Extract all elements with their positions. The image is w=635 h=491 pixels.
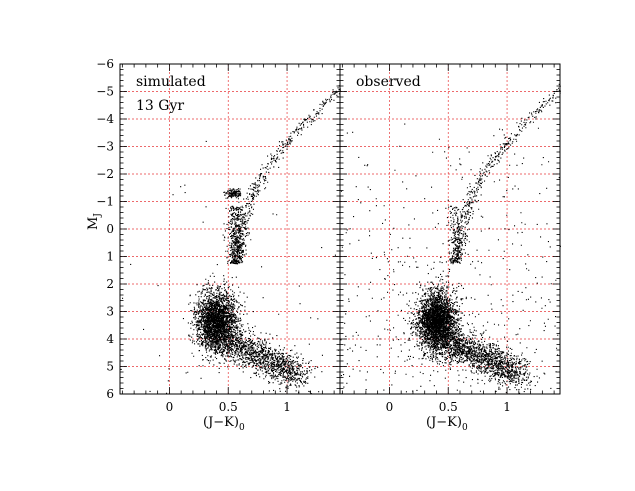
- x-tick-label: 0.5: [439, 400, 458, 414]
- observed-panel: observed: [339, 63, 561, 395]
- y-tick-label: −2: [96, 167, 114, 181]
- grid-right: [340, 64, 560, 394]
- y-tick-labels: −6 −5 −4 −3 −2 −1 0 1 2 3 4 5 6: [96, 57, 114, 401]
- star-points: [120, 85, 341, 395]
- panel-label-simulated: simulated: [136, 74, 206, 90]
- x-tick-labels-right: 0 0.5 1: [386, 400, 511, 414]
- y-tick-label: 5: [106, 360, 114, 374]
- y-tick-label: −5: [96, 85, 114, 99]
- y-tick-label: −4: [96, 112, 114, 126]
- y-tick-label: 0: [106, 222, 114, 236]
- y-tick-label: 2: [106, 277, 114, 291]
- points-right: [340, 83, 561, 395]
- simulated-panel: simulated 13 Gyr: [119, 63, 341, 395]
- panel-label-observed: observed: [356, 74, 421, 90]
- points-left: [120, 85, 341, 395]
- age-annotation: 13 Gyr: [136, 98, 184, 114]
- x-tick-label: 1: [503, 400, 511, 414]
- x-tick-labels-left: 0 0.5 1: [166, 400, 291, 414]
- y-tick-label: −1: [96, 195, 114, 209]
- y-axis-label: MJ: [86, 213, 103, 230]
- y-tick-label: 4: [106, 332, 114, 346]
- y-tick-label: 3: [106, 305, 114, 319]
- x-axis-label-left: (J−K)0: [203, 415, 245, 433]
- y-tick-label: 6: [106, 387, 114, 401]
- x-tick-label: 0.5: [219, 400, 238, 414]
- star-points: [340, 83, 561, 395]
- x-tick-label: 0: [166, 400, 174, 414]
- x-tick-label: 1: [283, 400, 291, 414]
- frame-right: [339, 63, 561, 395]
- x-tick-label: 0: [386, 400, 394, 414]
- y-tick-label: −6: [96, 57, 114, 71]
- y-tick-label: −3: [96, 140, 114, 154]
- x-axis-label-right: (J−K)0: [426, 415, 468, 433]
- ticks-left: [120, 63, 340, 395]
- y-tick-label: 1: [106, 250, 114, 264]
